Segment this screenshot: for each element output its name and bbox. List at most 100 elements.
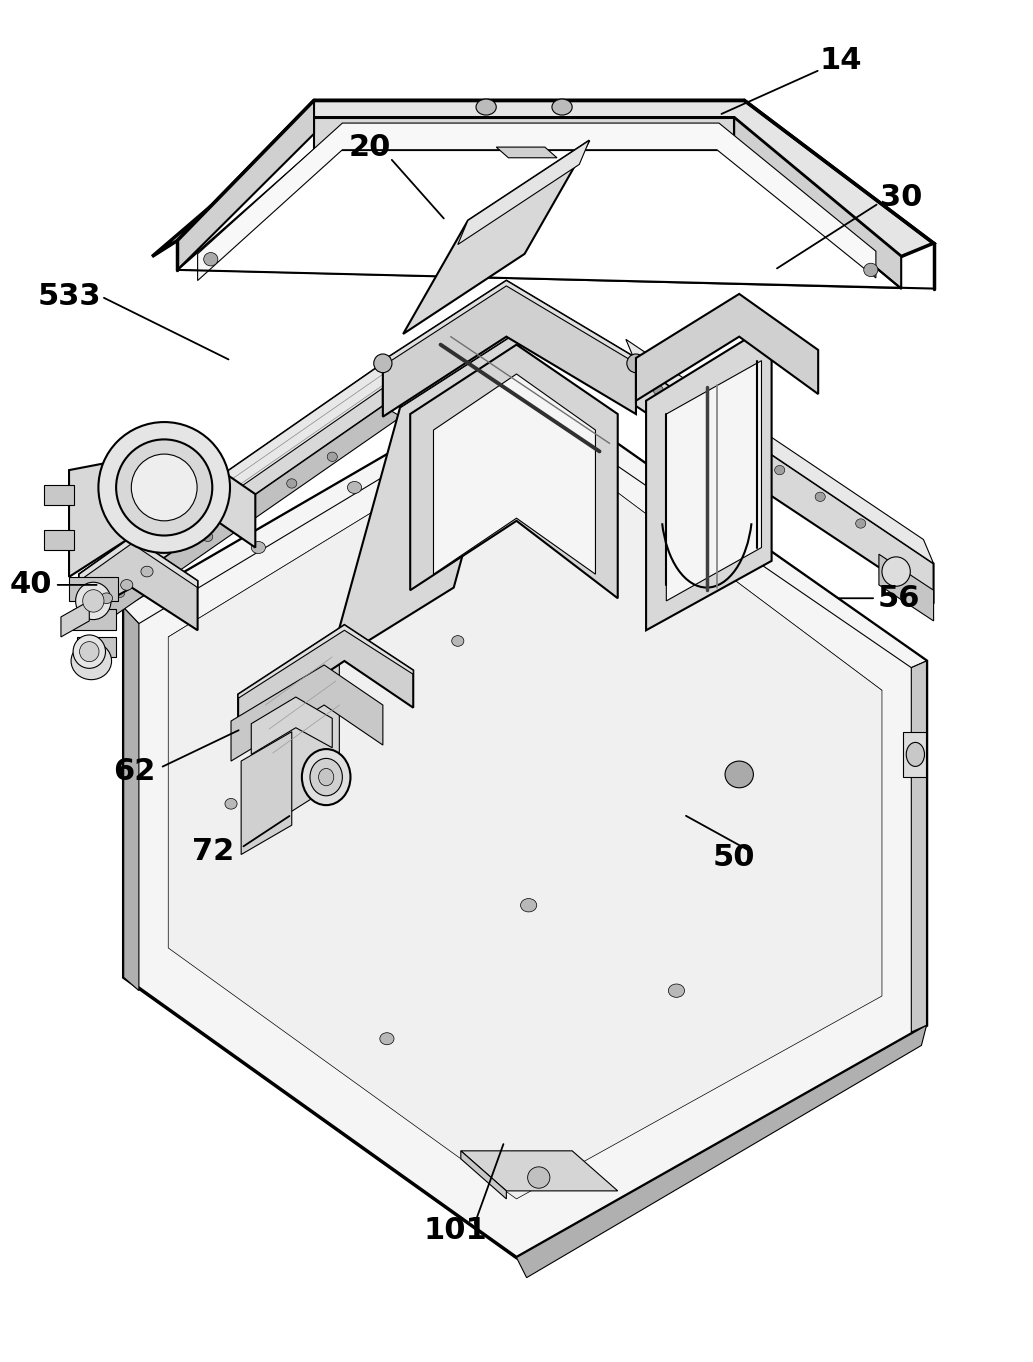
Ellipse shape [855, 519, 866, 528]
Polygon shape [197, 123, 876, 281]
Polygon shape [80, 364, 383, 617]
Ellipse shape [302, 749, 350, 805]
Polygon shape [241, 731, 291, 854]
Polygon shape [124, 377, 927, 667]
Polygon shape [61, 601, 89, 637]
Ellipse shape [734, 439, 744, 448]
Ellipse shape [374, 354, 392, 373]
Polygon shape [80, 364, 403, 584]
Ellipse shape [906, 742, 925, 767]
Polygon shape [666, 361, 761, 601]
Ellipse shape [131, 454, 197, 520]
Polygon shape [69, 448, 255, 577]
Text: 14: 14 [819, 46, 862, 75]
Ellipse shape [243, 509, 253, 519]
Ellipse shape [80, 642, 99, 662]
Polygon shape [69, 577, 118, 601]
Polygon shape [496, 147, 557, 158]
Polygon shape [461, 1151, 618, 1190]
Polygon shape [410, 345, 618, 598]
Polygon shape [734, 117, 901, 289]
Polygon shape [400, 304, 535, 407]
Polygon shape [152, 101, 934, 256]
Ellipse shape [251, 542, 265, 553]
Ellipse shape [310, 759, 342, 795]
Ellipse shape [140, 567, 153, 577]
Polygon shape [646, 323, 772, 631]
Text: 101: 101 [424, 1216, 488, 1245]
Polygon shape [911, 661, 927, 1032]
Ellipse shape [627, 354, 645, 373]
Ellipse shape [668, 983, 685, 997]
Polygon shape [168, 421, 882, 1199]
Polygon shape [383, 281, 636, 366]
Ellipse shape [815, 492, 825, 501]
Text: 20: 20 [348, 132, 390, 162]
Polygon shape [238, 625, 413, 731]
Ellipse shape [864, 263, 878, 276]
Text: 56: 56 [878, 584, 920, 613]
Polygon shape [434, 375, 595, 575]
Text: 62: 62 [113, 757, 155, 786]
Polygon shape [231, 665, 383, 761]
Ellipse shape [380, 1032, 394, 1045]
Ellipse shape [694, 413, 703, 421]
Polygon shape [261, 648, 339, 831]
Polygon shape [168, 421, 882, 695]
Polygon shape [77, 637, 116, 656]
Polygon shape [238, 625, 413, 699]
Polygon shape [636, 294, 818, 400]
Text: 30: 30 [880, 184, 922, 212]
Polygon shape [80, 537, 197, 631]
Ellipse shape [100, 592, 113, 603]
Ellipse shape [521, 899, 537, 913]
Ellipse shape [528, 1167, 550, 1188]
Polygon shape [124, 377, 927, 1257]
Polygon shape [458, 140, 590, 245]
Polygon shape [73, 609, 116, 631]
Text: 533: 533 [37, 282, 101, 311]
Ellipse shape [476, 99, 496, 114]
Polygon shape [43, 485, 74, 505]
Text: 50: 50 [713, 843, 755, 872]
Ellipse shape [318, 768, 334, 786]
Ellipse shape [75, 582, 112, 620]
Polygon shape [124, 607, 138, 990]
Ellipse shape [115, 588, 125, 598]
Polygon shape [80, 537, 197, 587]
Ellipse shape [649, 526, 663, 538]
Ellipse shape [327, 452, 338, 462]
Ellipse shape [71, 643, 112, 680]
Ellipse shape [121, 580, 133, 590]
Polygon shape [178, 101, 314, 270]
Polygon shape [403, 140, 590, 334]
Ellipse shape [116, 440, 213, 535]
Ellipse shape [204, 252, 218, 266]
Ellipse shape [775, 466, 785, 475]
Text: 40: 40 [9, 571, 52, 599]
Text: 72: 72 [192, 838, 233, 866]
Ellipse shape [509, 455, 524, 467]
Polygon shape [626, 339, 934, 564]
Polygon shape [43, 530, 74, 550]
Polygon shape [903, 731, 927, 778]
Ellipse shape [552, 99, 572, 114]
Ellipse shape [725, 761, 753, 787]
Ellipse shape [451, 636, 464, 647]
Ellipse shape [225, 798, 238, 809]
Polygon shape [330, 327, 525, 665]
Polygon shape [461, 1151, 506, 1199]
Ellipse shape [98, 422, 230, 553]
Ellipse shape [83, 590, 104, 612]
Ellipse shape [73, 635, 105, 669]
Polygon shape [383, 281, 636, 417]
Polygon shape [251, 697, 333, 755]
Polygon shape [879, 554, 934, 621]
Ellipse shape [882, 557, 910, 586]
Ellipse shape [347, 481, 362, 493]
Ellipse shape [155, 563, 165, 572]
Polygon shape [80, 406, 401, 628]
Ellipse shape [653, 385, 663, 395]
Ellipse shape [514, 185, 535, 202]
Polygon shape [636, 364, 934, 603]
